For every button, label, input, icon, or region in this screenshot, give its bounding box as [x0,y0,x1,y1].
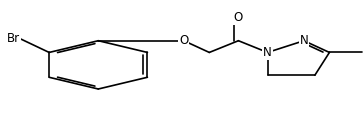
Text: O: O [179,34,189,47]
Text: N: N [263,46,272,59]
Text: O: O [234,11,243,24]
Text: N: N [300,34,308,47]
Text: Br: Br [7,32,20,45]
